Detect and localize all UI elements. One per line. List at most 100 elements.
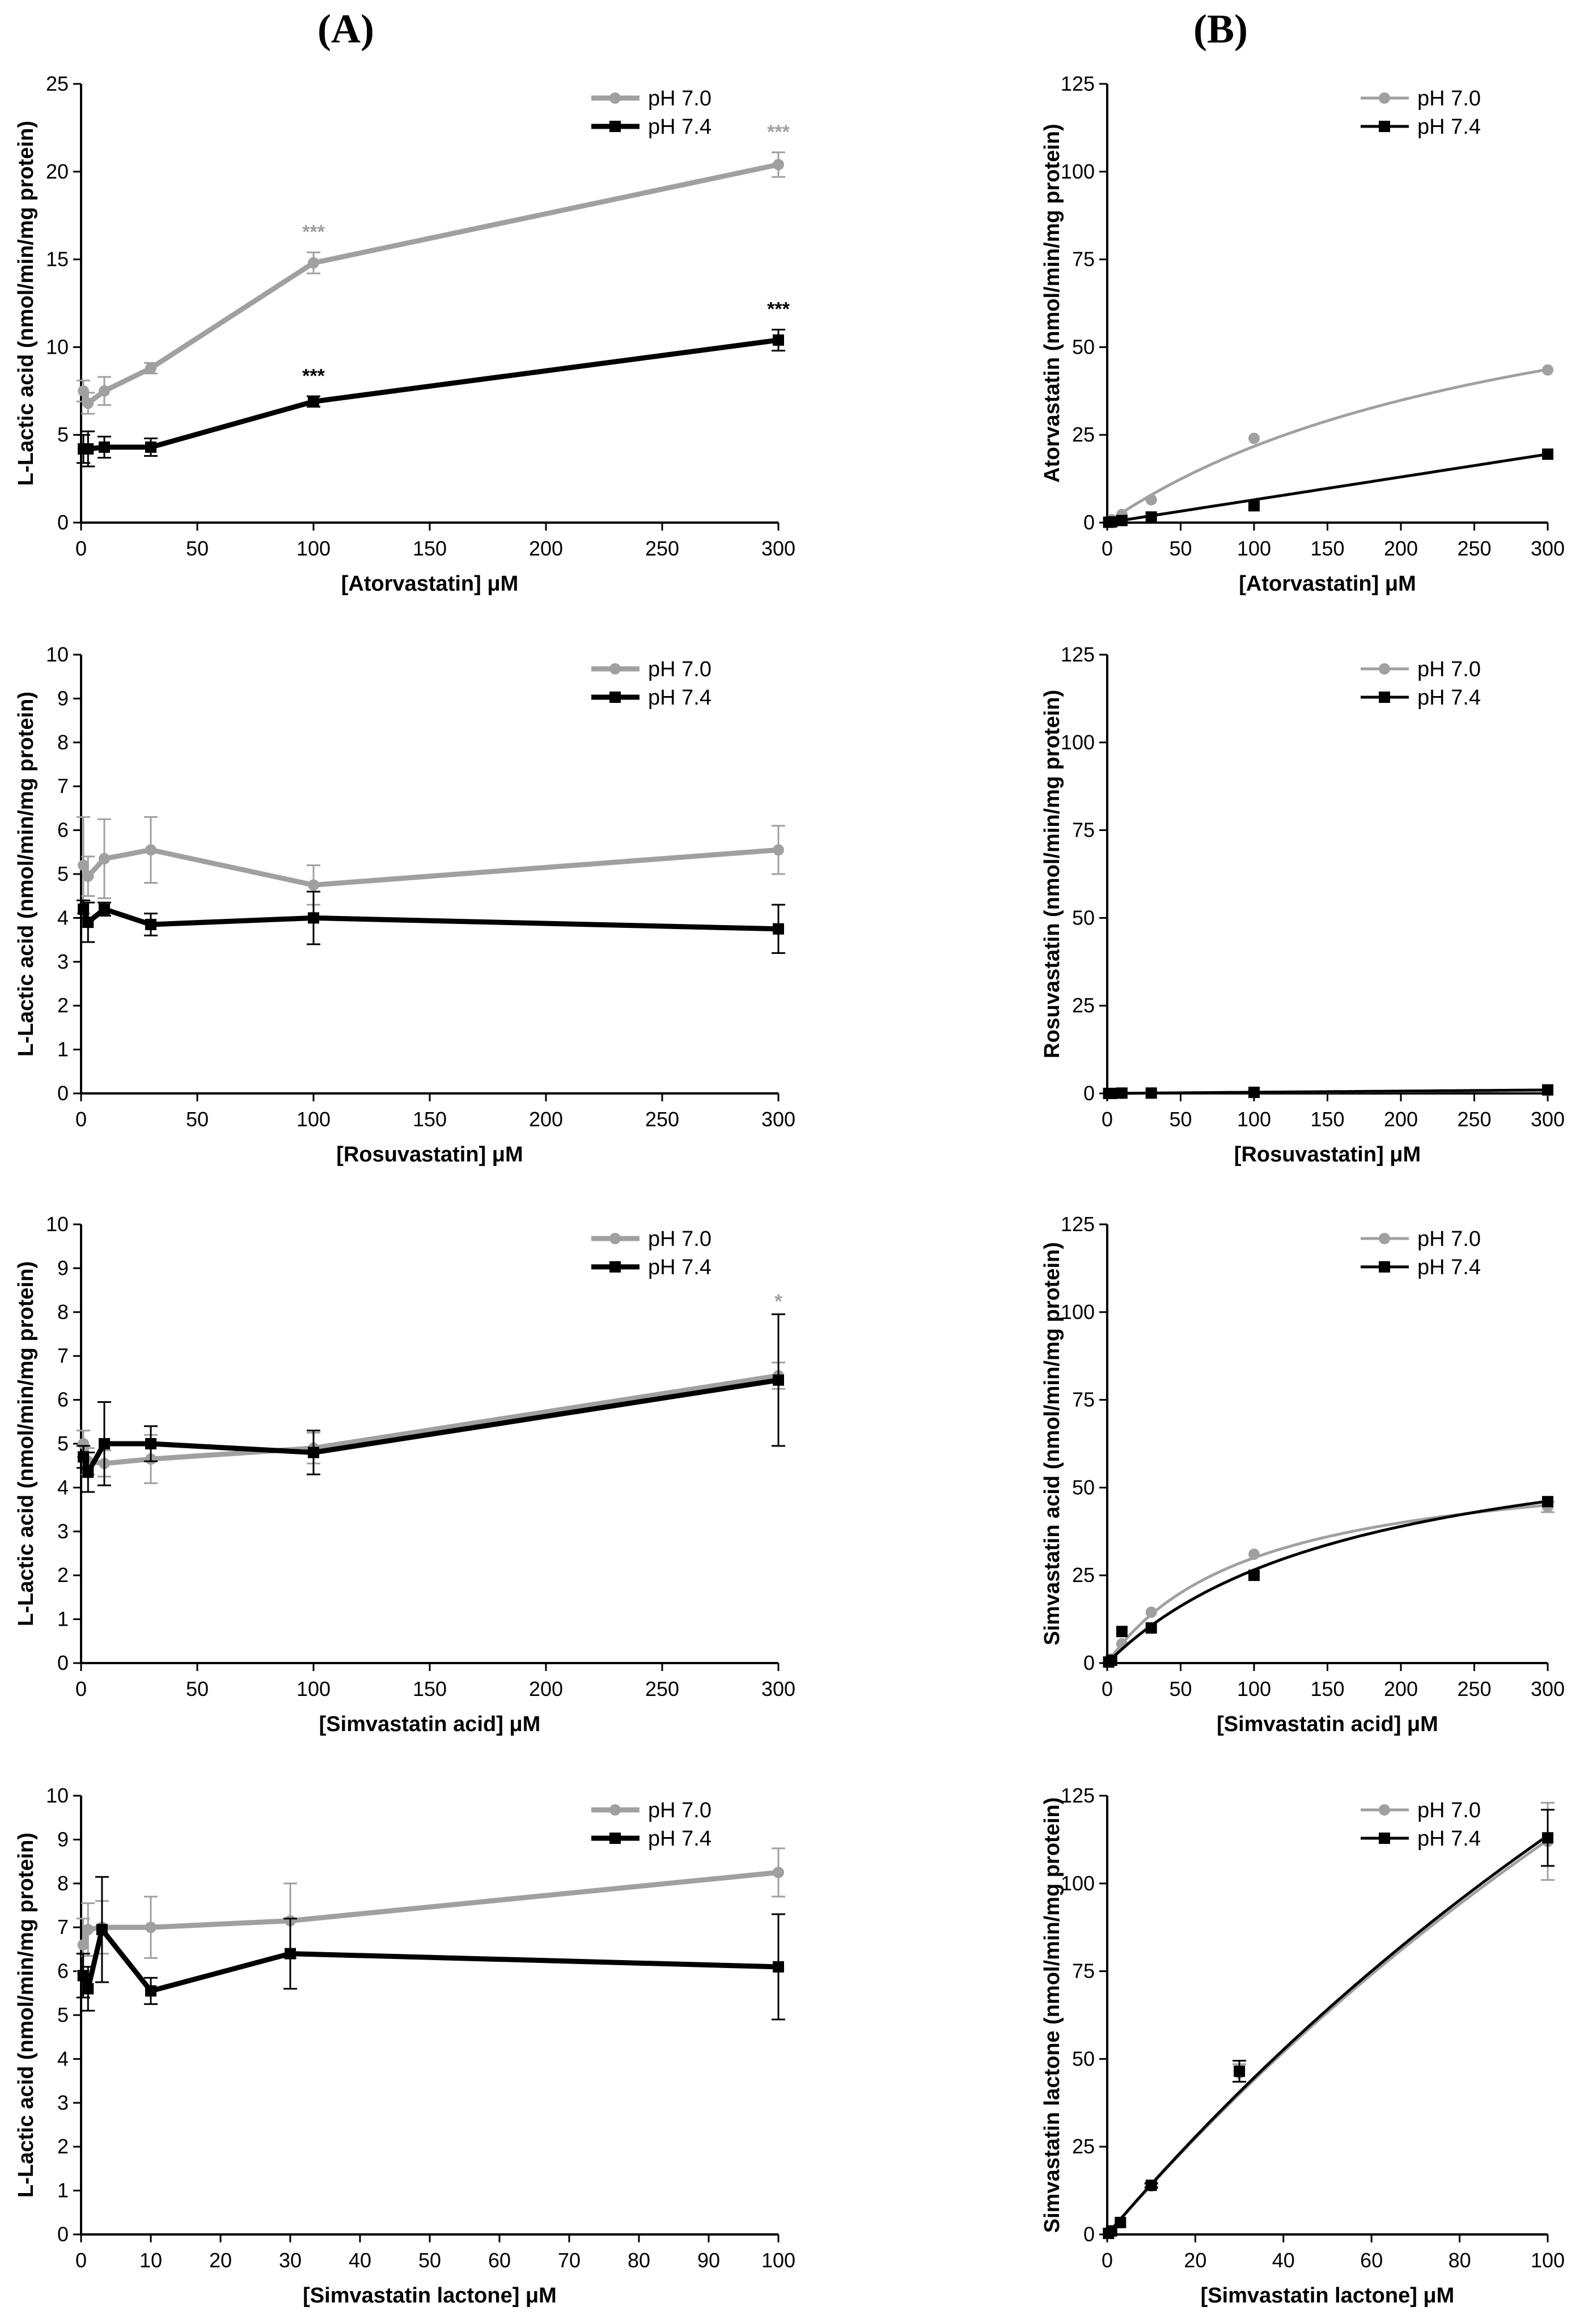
- x-tick-label: 300: [761, 537, 795, 560]
- data-point: [145, 1922, 156, 1933]
- data-point: [773, 844, 784, 856]
- x-tick-label: 100: [1237, 537, 1271, 560]
- legend-marker-circle: [1379, 92, 1390, 104]
- y-tick-label: 0: [57, 511, 69, 534]
- significance-label: ***: [767, 299, 790, 320]
- data-point: [1106, 1088, 1117, 1099]
- x-tick-label: 40: [349, 2249, 371, 2272]
- fit-curve: [1106, 1503, 1548, 1664]
- y-tick-label: 0: [57, 1082, 69, 1105]
- series-ph74: [77, 1313, 785, 1493]
- x-tick-label: 80: [628, 2249, 650, 2272]
- x-tick-label: 0: [1102, 1677, 1113, 1700]
- x-axis-label: [Simvastatin acid] μM: [1217, 1712, 1438, 1736]
- x-tick-label: 50: [1169, 537, 1192, 560]
- legend-label: pH 7.4: [648, 1827, 711, 1851]
- data-point: [82, 397, 94, 409]
- x-tick-label: 0: [1102, 2249, 1113, 2272]
- fit-curve: [1106, 1500, 1548, 1664]
- legend-label: pH 7.4: [648, 115, 711, 139]
- y-tick-label: 10: [46, 335, 69, 358]
- data-point: [82, 443, 94, 455]
- data-point: [1116, 1626, 1128, 1638]
- series-line: [81, 1927, 779, 1994]
- series-ph74: [76, 1876, 785, 2021]
- data-point: [99, 1438, 110, 1449]
- legend-marker-circle: [609, 663, 621, 675]
- series-line: [81, 1373, 779, 1466]
- legend-label: pH 7.0: [1417, 1227, 1481, 1251]
- data-point: [1145, 1606, 1157, 1618]
- y-tick-label: 4: [57, 906, 69, 929]
- y-tick-label: 7: [57, 1915, 69, 1939]
- y-tick-label: 50: [1072, 1475, 1095, 1499]
- x-tick-label: 300: [761, 1108, 795, 1131]
- legend-label: pH 7.4: [648, 686, 711, 710]
- data-point: [145, 362, 156, 374]
- series-ph70: [1103, 1801, 1555, 2240]
- legend-marker-square: [1379, 1261, 1390, 1273]
- x-tick-label: 150: [1310, 1108, 1344, 1131]
- y-tick-label: 75: [1072, 1388, 1095, 1411]
- y-tick-label: 100: [1061, 160, 1095, 183]
- fit-curve: [1107, 1088, 1548, 1095]
- series-ph70: *: [77, 1291, 785, 1485]
- chart-b4: 0 25 50 75 100 125 0 20 40 60 80 100 [Simvastatin la…: [1040, 1784, 1565, 2308]
- y-axis-label: L-Lactic acid (nmol/min/mg protein): [14, 1261, 38, 1626]
- x-tick-label: 200: [1384, 1108, 1418, 1131]
- x-tick-label: 300: [1531, 1108, 1565, 1131]
- data-point: [99, 853, 110, 864]
- y-tick-label: 3: [57, 1520, 69, 1543]
- y-tick-label: 125: [1061, 72, 1095, 95]
- x-tick-label: 40: [1272, 2249, 1295, 2272]
- legend-marker-circle: [609, 1233, 621, 1244]
- x-tick-label: 10: [139, 2249, 162, 2272]
- y-tick-label: 3: [57, 950, 69, 973]
- x-tick-label: 80: [1449, 2249, 1471, 2272]
- data-point: [99, 441, 110, 453]
- y-tick-label: 0: [1083, 2223, 1095, 2246]
- data-point: [1542, 364, 1553, 376]
- y-tick-label: 9: [57, 1256, 69, 1279]
- data-point: [1145, 511, 1157, 523]
- significance-label: ***: [767, 121, 790, 143]
- data-point: [77, 1939, 89, 1951]
- x-tick-label: 250: [1457, 1108, 1491, 1131]
- series-ph70: [77, 816, 785, 915]
- chart-b3: 0 25 50 75 100 125 0 50 100 150 200 250 300 [Simvasta…: [1040, 1212, 1565, 1736]
- x-tick-label: 150: [413, 1677, 447, 1700]
- x-tick-label: 200: [529, 1108, 563, 1131]
- data-point: [1248, 1549, 1260, 1560]
- x-tick-label: 100: [1531, 2249, 1565, 2272]
- series-line: [81, 162, 779, 406]
- series-ph74: [77, 890, 785, 954]
- data-point: [77, 1970, 89, 1982]
- y-tick-label: 5: [57, 1432, 69, 1455]
- x-tick-label: 200: [529, 1677, 563, 1700]
- series-ph70: [1103, 364, 1553, 528]
- y-tick-label: 75: [1072, 1960, 1095, 1983]
- legend-marker-square: [1379, 1833, 1390, 1844]
- x-tick-label: 100: [297, 537, 331, 560]
- data-point: [82, 1466, 94, 1478]
- data-point: [1248, 1570, 1260, 1581]
- y-tick-label: 7: [57, 1344, 69, 1367]
- y-axis-label: L-Lactic acid (nmol/min/mg protein): [14, 692, 38, 1057]
- x-tick-label: 70: [558, 2249, 581, 2272]
- y-tick-label: 9: [57, 686, 69, 710]
- y-axis-label: L-Lactic acid (nmol/min/mg protein): [14, 1833, 38, 2198]
- data-point: [145, 919, 156, 931]
- y-tick-label: 50: [1072, 335, 1095, 358]
- legend-label: pH 7.0: [648, 658, 711, 681]
- x-tick-label: 50: [418, 2249, 441, 2272]
- y-tick-label: 20: [46, 160, 69, 183]
- y-tick-label: 25: [1072, 423, 1095, 446]
- x-tick-label: 150: [413, 1108, 447, 1131]
- significance-label: *: [774, 1291, 782, 1312]
- series-ph74: [1103, 448, 1553, 528]
- data-point: [1116, 515, 1128, 527]
- y-tick-label: 100: [1061, 731, 1095, 754]
